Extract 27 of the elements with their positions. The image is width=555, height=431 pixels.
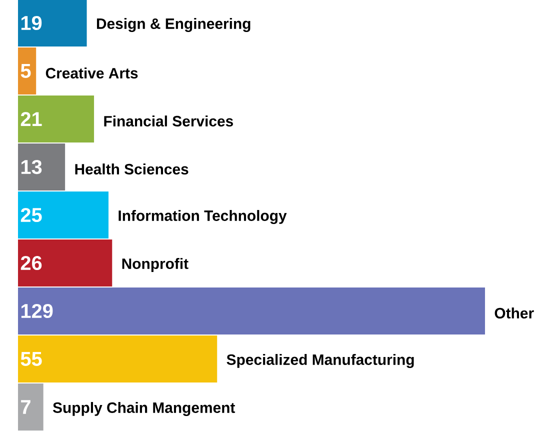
bar xyxy=(18,95,94,143)
bar xyxy=(18,383,44,431)
bar xyxy=(18,143,66,191)
data-label: 5 xyxy=(20,64,31,78)
bar xyxy=(18,287,486,335)
bar xyxy=(18,239,112,287)
y-tick-label: Information Technology xyxy=(118,210,287,224)
y-tick-label: Creative Arts xyxy=(46,68,138,78)
bar xyxy=(18,191,109,239)
data-label: 13 xyxy=(21,160,42,174)
y-tick-label: Nonprofit xyxy=(122,258,188,272)
y-tick-label: Supply Chain Mangement xyxy=(52,402,236,416)
bar xyxy=(18,335,218,383)
y-tick-label: Health Sciences xyxy=(75,164,188,174)
data-label: 25 xyxy=(20,208,42,222)
y-tick-label: Financial Services xyxy=(104,116,234,126)
y-tick-label: Design & Engineering xyxy=(96,18,250,32)
bar xyxy=(18,0,87,47)
data-label: 55 xyxy=(20,352,42,366)
data-label: 26 xyxy=(20,256,42,270)
data-label: 7 xyxy=(21,400,30,414)
data-label: 19 xyxy=(21,16,42,30)
data-label: 21 xyxy=(20,112,42,126)
y-tick-label: Other xyxy=(494,308,534,318)
y-tick-label: Specialized Manufacturing xyxy=(226,354,414,368)
bar xyxy=(18,47,36,95)
data-label: 129 xyxy=(21,304,53,318)
